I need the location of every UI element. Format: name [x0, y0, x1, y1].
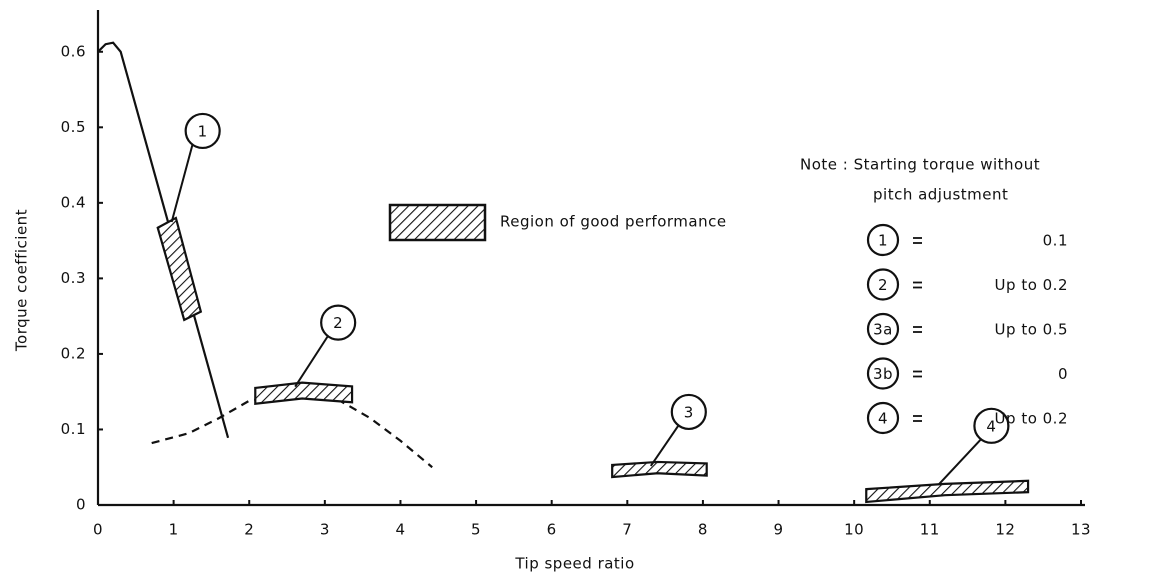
note-circle — [866, 268, 900, 301]
y-tick-label: 0.4 — [61, 193, 86, 211]
leader-line — [937, 438, 983, 486]
curve — [97, 41, 230, 439]
note-label: 2 — [878, 276, 888, 294]
x-tick-label: 11 — [920, 521, 940, 539]
x-tick-label: 7 — [622, 521, 632, 539]
note-title: Note : Starting torque without — [800, 156, 1040, 174]
note-circle — [866, 223, 900, 257]
note-circle — [866, 357, 900, 390]
x-tick-label: 9 — [774, 521, 784, 539]
x-tick-label: 2 — [244, 521, 254, 539]
y-tick-label: 0.2 — [61, 344, 86, 362]
y-axis-label: Torque coefficient — [13, 209, 31, 352]
note-value: 0 — [1058, 365, 1068, 383]
region-label: 1 — [198, 122, 208, 140]
x-tick-label: 4 — [395, 521, 405, 539]
label-circle — [973, 407, 1010, 444]
label-circle — [320, 304, 357, 341]
x-tick-label: 10 — [844, 521, 864, 539]
performance-region — [865, 479, 1030, 504]
label-circle — [670, 393, 707, 431]
note-circle — [866, 312, 900, 346]
note-label: 3a — [873, 321, 893, 339]
y-tick-label: 0 — [76, 496, 86, 514]
x-tick-label: 3 — [320, 521, 330, 539]
label-circle — [184, 112, 221, 150]
legend-swatch — [388, 203, 487, 242]
legend-label: Region of good performance — [500, 213, 727, 231]
performance-region — [611, 460, 708, 479]
note-label: 4 — [878, 410, 888, 428]
x-tick-label: 6 — [547, 521, 557, 539]
leader-line — [170, 143, 194, 223]
note-value: 0.1 — [1043, 232, 1068, 250]
x-tick-label: 5 — [471, 521, 481, 539]
y-tick-label: 0.5 — [61, 118, 86, 136]
region-label: 3 — [684, 403, 694, 421]
note-subtitle: pitch adjustment — [873, 186, 1008, 204]
x-tick-label: 8 — [698, 521, 708, 539]
y-tick-label: 0.6 — [61, 42, 86, 60]
note-value: Up to 0.2 — [995, 410, 1068, 428]
x-axis-label: Tip speed ratio — [514, 555, 634, 573]
leader-line — [294, 335, 330, 388]
leader-line — [649, 424, 680, 467]
note-value: Up to 0.5 — [995, 321, 1068, 339]
note-circle — [866, 401, 900, 435]
x-tick-label: 1 — [169, 521, 179, 539]
region-label: 4 — [986, 417, 996, 435]
note-value: Up to 0.2 — [995, 276, 1068, 294]
performance-region — [156, 216, 203, 322]
region-label: 2 — [333, 314, 343, 332]
x-tick-label: 12 — [995, 521, 1015, 539]
x-tick-label: 13 — [1071, 521, 1091, 539]
note-label: 1 — [878, 232, 888, 250]
performance-region — [254, 381, 354, 406]
y-tick-label: 0.1 — [61, 420, 86, 438]
x-tick-label: 0 — [93, 521, 103, 539]
y-tick-label: 0.3 — [61, 269, 86, 287]
note-label: 3b — [873, 365, 893, 383]
curve — [151, 392, 433, 469]
